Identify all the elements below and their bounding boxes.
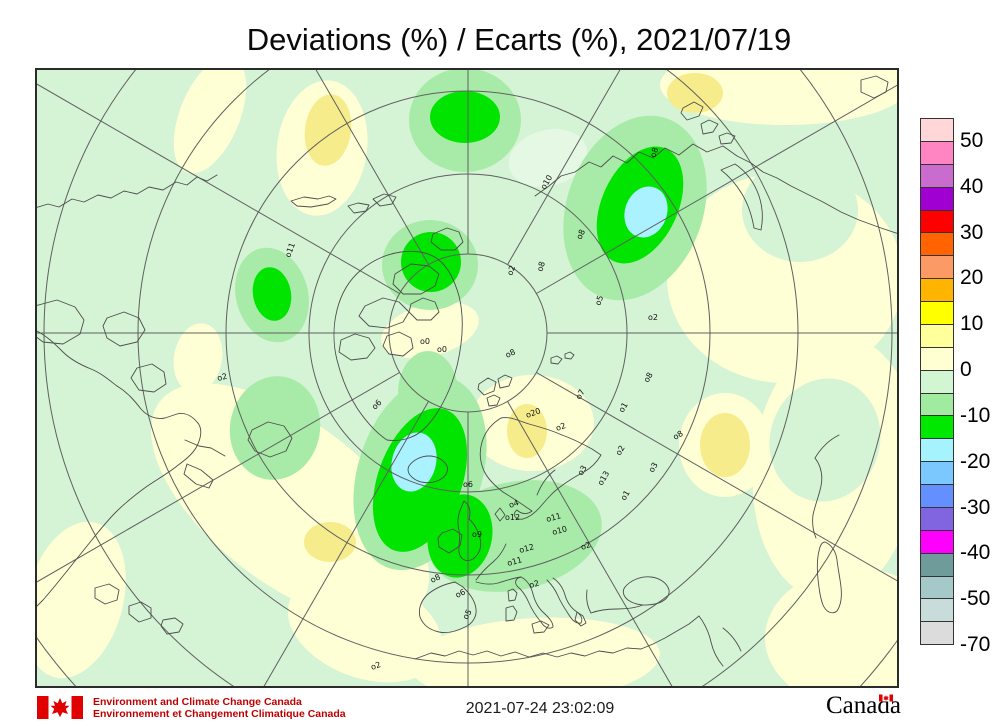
map-plot: o11 o0 o0 o8 o10 o8 o8 o2 o5 o2 o8 o6 o2 o7 o1 o8 o20 o2 o… [35, 68, 899, 688]
colorbar-tick-label: -30 [960, 495, 991, 519]
eccc-signature: Environment and Climate Change Canada En… [37, 696, 346, 720]
contour-label: o2 [505, 264, 517, 276]
colorbar-cell [920, 575, 954, 600]
contour-label: o10 [551, 524, 568, 537]
colorbar-cell [920, 438, 954, 463]
contour-label: o8 [642, 371, 655, 384]
colorbar-cell [920, 209, 954, 234]
colorbar-tick-label: -10 [960, 403, 991, 427]
org-name-fr: Environnement et Changement Climatique C… [93, 708, 346, 720]
colorbar-cell [920, 346, 954, 371]
colorbar-cell [920, 506, 954, 531]
colorbar-cell [920, 484, 954, 508]
colorbar-tick-label: 40 [960, 174, 984, 198]
contour-label: o2 [648, 313, 658, 322]
org-name-en: Environment and Climate Change Canada [93, 696, 302, 708]
colorbar [920, 118, 954, 646]
contour-label: o2 [528, 579, 540, 590]
colorbar-tick-label: 30 [960, 220, 984, 244]
contour-label: o0 [420, 337, 430, 346]
contour-label: o0 [437, 345, 447, 354]
contour-label: o6 [463, 480, 473, 489]
contour-label: o2 [555, 421, 567, 433]
colorbar-cell [920, 552, 954, 577]
org-name: Environment and Climate Change Canada En… [93, 696, 346, 720]
colorbar-cell [920, 140, 954, 165]
contour-label: o5 [593, 294, 605, 306]
map-canvas: o11o0o0o8o10o8o8o2o5o2o8o6o2o7o1o8o20o2o… [35, 68, 899, 688]
colorbar-tick-label: -40 [960, 541, 991, 565]
colorbar-cell [920, 598, 954, 623]
colorbar-cell [920, 118, 954, 142]
colorbar-tick-label: -70 [960, 633, 991, 656]
contour-label: o6 [454, 587, 467, 599]
colorbar-labels: 50 40 30 20 10 0 -10 -20 -30 -40 -50 -70 [960, 118, 1000, 658]
colorbar-tick-label: 0 [960, 358, 972, 382]
contour-label: o7 [574, 388, 587, 401]
contour-label: o11 [506, 555, 523, 568]
colorbar-cell [920, 621, 954, 646]
colorbar-cell [920, 186, 954, 211]
contour-label: o1 [619, 489, 632, 502]
contour-label: o9 [472, 530, 482, 539]
footer: Environment and Climate Change Canada En… [0, 692, 1000, 726]
contour-label: o3 [576, 464, 589, 477]
colorbar-tick-label: 10 [960, 312, 984, 336]
contour-label: o5 [461, 608, 474, 621]
contour-label: o8 [429, 572, 442, 584]
colorbar-cell [920, 232, 954, 257]
colorbar-cell [920, 369, 954, 394]
colorbar-cell [920, 278, 954, 302]
colorbar-cell [920, 255, 954, 280]
contour-label: o12 [505, 513, 520, 522]
contour-label: o2 [614, 444, 627, 457]
render-timestamp: 2021-07-24 23:02:09 [465, 700, 615, 717]
wordmark-flag-icon [879, 694, 893, 702]
contour-label: o12 [518, 542, 535, 555]
contour-label: o1 [617, 401, 630, 414]
canada-wordmark: Canada [826, 692, 906, 722]
contour-label: o11 [545, 511, 562, 524]
colorbar-cell [920, 392, 954, 417]
colorbar-cell [920, 461, 954, 485]
canada-flag-icon [37, 696, 83, 719]
contour-label: o8 [575, 228, 587, 241]
contour-label: o2 [216, 372, 228, 383]
colorbar-tick-label: -50 [960, 587, 991, 611]
contour-label: o8 [648, 146, 660, 158]
colorbar-cell [920, 529, 954, 554]
colorbar-cell [920, 415, 954, 440]
contour-label: o8 [504, 347, 517, 359]
contour-label: o2 [370, 660, 382, 672]
contour-label: o8 [535, 260, 547, 272]
colorbar-tick-label: -20 [960, 449, 991, 473]
colorbar-cell [920, 323, 954, 348]
colorbar-tick-label: 50 [960, 128, 984, 152]
colorbar-cell [920, 163, 954, 188]
contour-label: o8 [672, 429, 685, 442]
colorbar-tick-label: 20 [960, 266, 984, 290]
colorbar-cell [920, 301, 954, 325]
contour-label: o4 [508, 498, 520, 510]
page-title: Deviations (%) / Ecarts (%), 2021/07/19 [246, 22, 792, 57]
contour-label: o3 [647, 461, 660, 474]
contour-label: o2 [580, 540, 592, 552]
